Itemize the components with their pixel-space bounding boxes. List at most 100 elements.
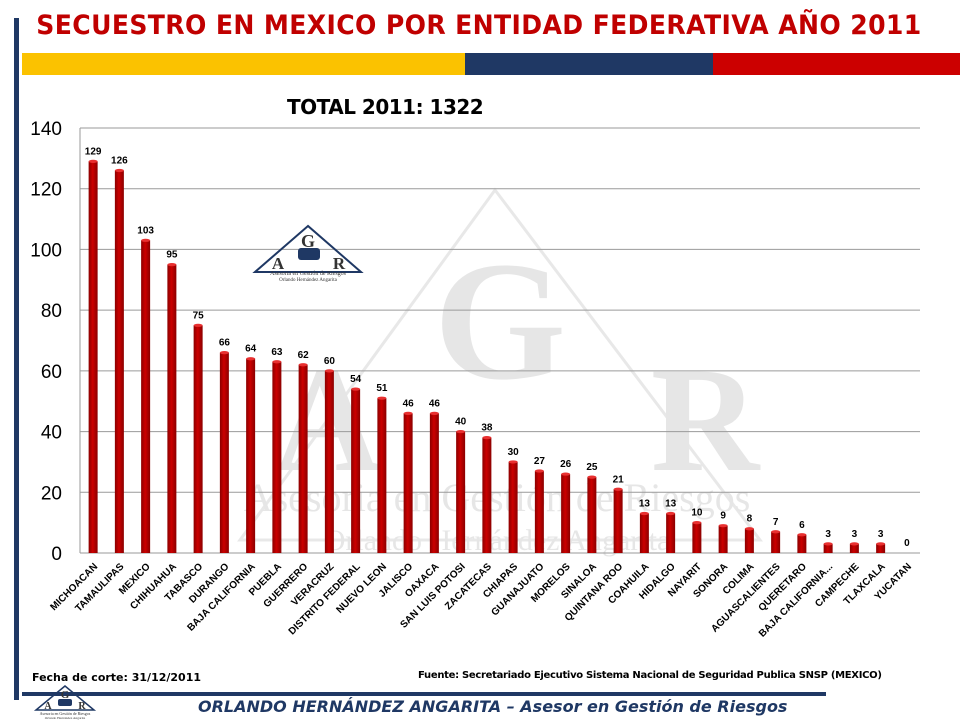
bar	[298, 364, 308, 553]
logo-letter-g: G	[301, 231, 315, 251]
bar	[534, 471, 544, 553]
bar	[876, 543, 886, 553]
data-label: 3	[878, 529, 884, 540]
bar-cap	[561, 472, 571, 476]
bar-cap	[167, 263, 177, 267]
data-label: 0	[904, 538, 910, 549]
y-tick-label: 100	[30, 240, 62, 261]
bar	[219, 352, 229, 553]
bar-cap	[587, 475, 597, 479]
bar	[272, 361, 282, 553]
bar	[771, 531, 781, 553]
bar	[849, 543, 859, 553]
bar-cap	[324, 369, 334, 373]
y-axis: 0 20 40 60 80 100 120 140	[30, 119, 81, 565]
bars	[88, 159, 886, 554]
bar-cap	[429, 411, 439, 415]
stripe-yellow	[22, 53, 465, 75]
bar-cap	[771, 530, 781, 534]
y-tick-label: 20	[41, 483, 62, 504]
data-label: 6	[799, 520, 805, 531]
bar	[193, 325, 203, 553]
bar	[324, 370, 334, 553]
data-label: 62	[298, 350, 310, 361]
stripe-blue	[465, 53, 713, 75]
bar-cap	[141, 238, 151, 242]
bar-cap	[272, 360, 282, 364]
data-label: 26	[560, 459, 572, 470]
total-label: TOTAL 2011: 1322	[287, 95, 484, 119]
y-tick-label: 80	[41, 301, 62, 322]
data-label: 66	[219, 338, 231, 349]
watermark: G A R Asesoria en Gestión de Riesgos Orl…	[237, 187, 764, 557]
bar-cap	[351, 387, 361, 391]
bar	[718, 525, 728, 553]
data-label: 95	[166, 250, 178, 261]
y-tick-label: 120	[30, 180, 62, 201]
bar-cap	[219, 351, 229, 355]
logo: G A R Asesoria en Gestión de Riesgos Orl…	[252, 224, 364, 283]
bar-cap	[692, 521, 702, 525]
data-label: 46	[403, 398, 415, 409]
data-label: 21	[613, 474, 625, 485]
data-label: 13	[639, 499, 651, 510]
data-label: 7	[773, 517, 779, 528]
bar-cap	[377, 396, 387, 400]
footer-logo-letter-r: R	[78, 701, 86, 712]
data-label: 3	[852, 529, 858, 540]
data-label: 8	[747, 514, 753, 525]
cutoff-date: Fecha de corte: 31/12/2011	[32, 671, 202, 684]
bar	[692, 522, 702, 553]
bar	[429, 413, 439, 553]
data-label: 9	[720, 511, 726, 522]
data-label: 38	[481, 423, 493, 434]
bar-cap	[114, 168, 124, 173]
bar-cap	[534, 469, 544, 473]
bar-cap	[482, 436, 492, 440]
data-label: 60	[324, 356, 336, 367]
logo-letter-a: A	[272, 254, 285, 273]
bottom-rule	[22, 692, 826, 696]
data-label: 30	[508, 447, 520, 458]
logo-letter-r: R	[333, 254, 346, 273]
footer-logo-text-1: Asesoria en Gestión de Riesgos	[40, 711, 91, 716]
bar-cap	[823, 542, 833, 546]
bar	[797, 534, 807, 553]
data-label: 103	[137, 225, 154, 236]
bar	[141, 240, 151, 554]
bar	[744, 528, 754, 553]
data-label: 13	[665, 499, 677, 510]
data-label: 129	[85, 146, 102, 157]
data-label: 126	[111, 156, 128, 167]
data-label: 63	[271, 347, 283, 358]
bar	[114, 170, 124, 553]
y-tick-label: 0	[51, 544, 62, 565]
logo-triangle	[252, 224, 364, 273]
category-labels: MICHOACANTAMAULIPASMEXICOCHIHUAHUATABASC…	[48, 561, 914, 639]
data-label: 40	[455, 417, 467, 428]
bar	[88, 161, 98, 553]
bar	[823, 543, 833, 553]
bar-cap	[508, 460, 518, 464]
data-label: 27	[534, 456, 546, 467]
bar-cap	[876, 542, 886, 546]
bar-cap	[744, 527, 754, 531]
data-label: 51	[376, 383, 388, 394]
footer-logo-letter-g: G	[61, 689, 70, 701]
bar	[377, 398, 387, 553]
footer-logo-emblem	[58, 699, 72, 706]
y-tick-label: 140	[30, 119, 62, 140]
bar	[167, 264, 177, 553]
author-byline: ORLANDO HERNÁNDEZ ANGARITA – Asesor en G…	[198, 697, 788, 716]
bar-cap	[666, 511, 676, 516]
bar-cap	[639, 511, 649, 516]
bar	[508, 461, 518, 553]
bar	[666, 513, 676, 553]
watermark-triangle	[237, 187, 764, 542]
footer-logo-triangle	[33, 685, 97, 711]
footer-logo-text-2: Orlando Hernández Angarita	[45, 716, 86, 720]
y-tick-label: 40	[41, 423, 62, 444]
left-accent-bar	[14, 18, 19, 700]
bar	[351, 389, 361, 553]
